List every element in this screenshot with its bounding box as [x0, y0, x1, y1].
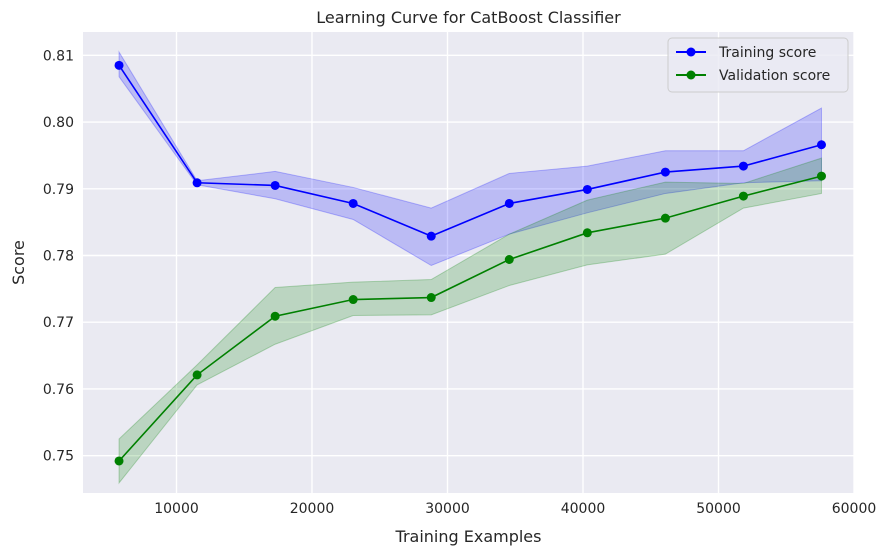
x-tick-label: 40000 [561, 501, 606, 517]
x-axis-label: Training Examples [395, 527, 542, 546]
tick-labels: 10000 20000 30000 40000 50000 60000 0.75 0.76 0.… [43, 48, 876, 517]
validation-score-point [582, 228, 592, 238]
grid-lines [83, 32, 855, 493]
training-score-point [270, 180, 280, 190]
series-markers [114, 60, 826, 466]
y-tick-label: 0.79 [43, 182, 74, 198]
validation-score-point [660, 213, 670, 223]
chart-title: Learning Curve for CatBoost Classifier [316, 8, 621, 27]
y-tick-label: 0.78 [43, 248, 74, 264]
legend-validation-label: Validation score [719, 68, 830, 84]
training-score-point [348, 198, 358, 208]
x-tick-label: 50000 [696, 501, 741, 517]
training-score-line [118, 64, 822, 238]
validation-score-line [118, 175, 822, 462]
training-score-point [504, 198, 514, 208]
training-score-point [582, 184, 592, 194]
training-score-point [816, 140, 826, 150]
training-score-point [738, 161, 748, 171]
y-axis-label: Score [9, 240, 28, 285]
x-tick-label: 60000 [832, 501, 877, 517]
validation-score-point [816, 171, 826, 181]
validation-score-point [348, 295, 358, 305]
y-tick-label: 0.81 [43, 48, 74, 64]
validation-score-point [426, 293, 436, 303]
series-lines [118, 64, 822, 462]
confidence-bands [118, 50, 822, 485]
training-score-point [192, 178, 202, 188]
y-tick-label: 0.80 [43, 115, 74, 131]
validation-score-point [504, 254, 514, 264]
training-score-band [118, 50, 822, 267]
plot-area [83, 32, 854, 493]
legend-box [667, 37, 849, 93]
validation-score-point [192, 370, 202, 380]
x-tick-label: 20000 [290, 501, 335, 517]
validation-score-point [270, 311, 280, 321]
y-tick-label: 0.75 [43, 449, 74, 465]
x-tick-label: 30000 [425, 501, 470, 517]
legend: Training score Validation score [667, 37, 849, 93]
training-score-point [114, 60, 124, 70]
legend-training-marker [686, 47, 696, 57]
training-score-point [426, 231, 436, 241]
validation-score-point [114, 456, 124, 466]
legend-training-label: Training score [718, 45, 816, 61]
training-score-point [660, 167, 670, 177]
x-tick-label: 10000 [154, 501, 199, 517]
y-tick-label: 0.77 [43, 315, 74, 331]
validation-score-band [118, 157, 822, 485]
y-tick-label: 0.76 [43, 382, 74, 398]
legend-validation-marker [686, 70, 696, 80]
validation-score-point [738, 191, 748, 201]
